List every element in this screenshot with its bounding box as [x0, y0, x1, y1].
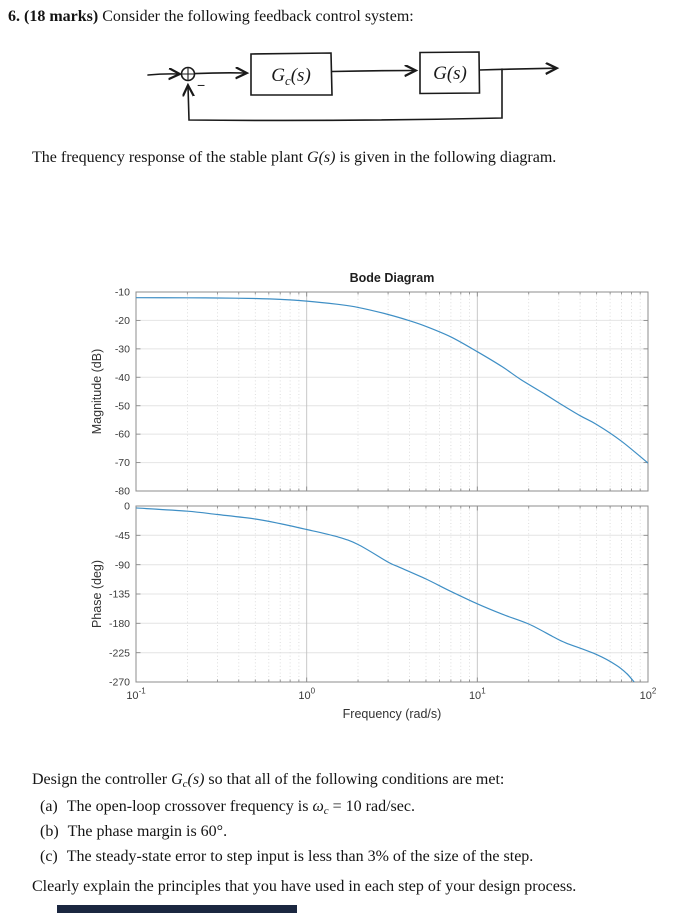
y-tick-label: -270: [109, 677, 130, 689]
y-tick-label: -20: [115, 315, 130, 327]
bode-diagram: -10 -20 -30 -40 -50 -60 -70 -80 Magnitude (dB) Bo…: [90, 271, 657, 721]
condition-c-label: (c): [40, 848, 58, 865]
closing-paragraph: Clearly explain the principles that you …: [32, 878, 577, 895]
condition-b-label: (b): [40, 823, 59, 840]
intro-paragraph: The frequency response of the stable pla…: [32, 149, 557, 166]
bode-figure: -10 -20 -30 -40 -50 -60 -70 -80 Magnitude (dB) Bo…: [85, 258, 674, 728]
controller-block-label: Gc(s): [271, 65, 311, 88]
problem-number-marks: 6. (18 marks): [8, 8, 99, 25]
condition-a-label: (a): [40, 798, 58, 815]
y-tick-label: -60: [115, 429, 130, 441]
condition-a: (a) The open-loop crossover frequency is …: [40, 798, 415, 817]
y-tick-label: -70: [115, 457, 130, 469]
y-tick-label: -80: [115, 486, 130, 498]
feedback-minus-sign: −: [197, 77, 205, 93]
phase-curve: [136, 507, 635, 682]
controller-to-plant-arrow: [331, 71, 415, 72]
summing-junction-cross: [181, 67, 195, 81]
problem-heading: 6. (18 marks) Consider the following fee…: [8, 8, 414, 26]
x-tick-label: 102: [640, 687, 657, 703]
y-tick-label: -180: [109, 618, 130, 630]
feedback-block-diagram: Gc(s) G(s) −: [147, 51, 580, 122]
magnitude-axis-label: Magnitude (dB): [90, 349, 104, 434]
x-tick-label: 10-1: [126, 687, 146, 703]
output-arrow: [478, 68, 557, 70]
plant-block: [419, 51, 481, 95]
y-tick-label: -50: [115, 400, 130, 412]
y-tick-label: -45: [115, 530, 130, 542]
y-tick-label: -225: [109, 647, 130, 659]
plant-block-label: G(s): [433, 63, 467, 84]
plant-math: G(s): [307, 149, 336, 166]
condition-b: (b) The phase margin is 60°.: [40, 823, 228, 840]
y-tick-label: -10: [115, 287, 130, 299]
chart-title: Bode Diagram: [350, 271, 435, 285]
y-tick-label: -135: [109, 589, 130, 601]
y-tick-label: 0: [124, 501, 130, 513]
feedback-path: [188, 68, 503, 122]
bottom-partial-bar: [57, 905, 297, 913]
y-tick-label: -40: [115, 372, 130, 384]
problem-heading-text: Consider the following feedback control …: [98, 8, 414, 25]
input-arrow: [147, 74, 179, 75]
magnitude-panel: -10 -20 -30 -40 -50 -60 -70 -80 Magnitude (dB) Bo…: [90, 271, 649, 498]
x-tick-label: 100: [298, 687, 315, 703]
y-tick-label: -30: [115, 344, 130, 356]
magnitude-curve: [136, 297, 648, 464]
y-tick-label: -90: [115, 559, 130, 571]
x-tick-label: 101: [469, 687, 486, 703]
controller-block: [250, 52, 333, 96]
condition-c: (c) The steady-state error to step input …: [40, 848, 534, 865]
phase-axis-label: Phase (deg): [90, 560, 104, 628]
junction-to-controller-arrow: [194, 73, 246, 74]
design-lead-paragraph: Design the controller Gc(s) so that all …: [32, 771, 505, 790]
frequency-axis-label: Frequency (rad/s): [343, 707, 442, 721]
